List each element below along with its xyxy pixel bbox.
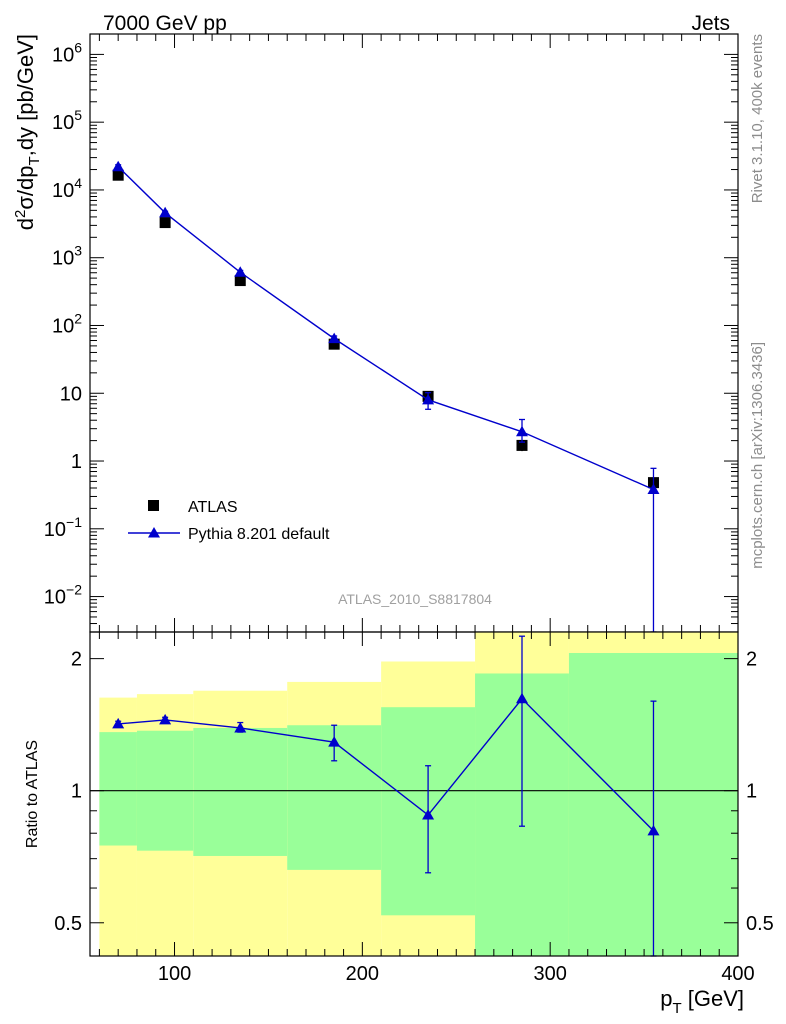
pythia-data-point xyxy=(647,483,660,495)
ratio-pythia-data-point xyxy=(647,824,660,836)
pythia-data-point xyxy=(516,425,528,437)
atlas-data-point xyxy=(112,169,124,181)
ratio-pythia-data-point xyxy=(422,809,435,820)
header-observable: Jets xyxy=(691,12,730,35)
x-tick-label: 400 xyxy=(721,963,754,985)
main-y-tick-label: 1 xyxy=(71,451,82,473)
pythia-data-point xyxy=(112,160,125,172)
legend-atlas-marker xyxy=(148,500,159,511)
legend-pythia-marker xyxy=(148,527,160,538)
ratio-pythia-data-point xyxy=(112,717,125,729)
ratio-y-tick-label-right: 2 xyxy=(746,649,757,671)
main-panel: ATLAS_2010_S881780410610510410310210110−… xyxy=(12,33,739,633)
main-y-tick-label: 104 xyxy=(52,175,82,202)
main-y-tick-label: 102 xyxy=(52,310,82,337)
main-y-tick-label: 103 xyxy=(52,243,82,270)
uncertainty-band-inner xyxy=(193,727,288,856)
ratio-pythia-data-point xyxy=(516,692,528,704)
ratio-y-tick-label-right: 0.5 xyxy=(746,913,774,935)
pythia-data-point xyxy=(159,206,172,218)
x-tick-label: 200 xyxy=(346,963,379,985)
pythia-curve xyxy=(117,166,654,491)
main-y-tick-label: 10 xyxy=(60,383,82,405)
pythia-data-point xyxy=(328,332,341,344)
main-y-tick-label: 105 xyxy=(52,107,82,134)
x-axis-title: pT [GeV] xyxy=(660,986,744,1017)
ratio-pythia-data-point xyxy=(159,713,172,725)
x-tick-label: 100 xyxy=(158,963,191,985)
analysis-watermark: ATLAS_2010_S8817804 xyxy=(338,591,492,607)
x-tick-label: 300 xyxy=(533,963,566,985)
ratio-y-tick-label: 1 xyxy=(71,781,82,803)
atlas-data-point xyxy=(234,275,246,287)
ratio-y-axis-title: Ratio to ATLAS xyxy=(24,740,41,848)
ratio-y-tick-label: 0.5 xyxy=(54,913,82,935)
legend-pythia-label: Pythia 8.201 default xyxy=(188,526,330,543)
rivet-version-label: Rivet 3.1.10, 400k events xyxy=(749,34,766,203)
pythia-data-point xyxy=(234,266,247,277)
mcplots-reference-label: mcplots.cern.ch [arXiv:1306.3436] xyxy=(749,342,766,569)
ratio-y-tick-label-right: 1 xyxy=(746,781,757,803)
ratio-pythia-data-point xyxy=(234,721,247,733)
atlas-data-point xyxy=(328,338,340,350)
main-y-tick-label: 10−2 xyxy=(44,582,82,609)
legend: ATLAS Pythia 8.201 default xyxy=(128,499,330,543)
pythia-data-point xyxy=(422,393,435,405)
main-y-axis-title: d2σ/dpT,dy [pb/GeV] xyxy=(12,34,43,230)
ratio-pythia-data-point xyxy=(328,736,341,747)
legend-atlas-label: ATLAS xyxy=(188,499,238,516)
header-process: 7000 GeV pp xyxy=(103,12,227,35)
ratio-y-tick-label: 2 xyxy=(71,649,82,671)
main-y-tick-label: 10−1 xyxy=(44,514,82,541)
ratio-frame xyxy=(89,631,739,957)
atlas-data-point xyxy=(516,439,528,451)
main-y-tick-label: 106 xyxy=(52,39,82,66)
atlas-data-point xyxy=(159,217,171,229)
uncertainty-band-inner xyxy=(99,732,137,846)
